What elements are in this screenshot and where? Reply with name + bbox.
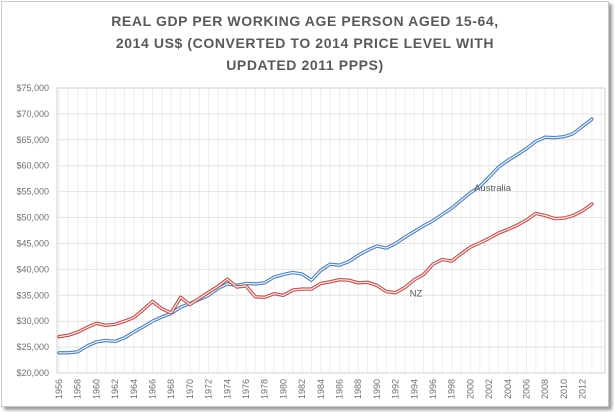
svg-text:$25,000: $25,000 (16, 342, 49, 352)
svg-text:$35,000: $35,000 (16, 290, 49, 300)
svg-text:1956: 1956 (54, 379, 64, 399)
series-label-nz: NZ (410, 288, 423, 299)
svg-text:1974: 1974 (222, 379, 232, 399)
svg-text:1970: 1970 (185, 379, 195, 399)
svg-text:$30,000: $30,000 (16, 316, 49, 326)
svg-text:$20,000: $20,000 (16, 368, 49, 378)
svg-text:$50,000: $50,000 (16, 213, 49, 223)
series-nz: NZ (57, 202, 594, 339)
series-australia: Australia (57, 117, 594, 355)
plot-border (56, 87, 606, 374)
svg-text:2008: 2008 (540, 379, 550, 399)
svg-text:1992: 1992 (391, 379, 401, 399)
vertical-gridlines (58, 88, 602, 373)
svg-text:1964: 1964 (129, 379, 139, 399)
svg-text:1990: 1990 (372, 379, 382, 399)
series-nz-line (57, 202, 594, 339)
svg-text:1998: 1998 (447, 379, 457, 399)
svg-text:$75,000: $75,000 (16, 83, 49, 93)
series-label-australia: Australia (474, 183, 512, 194)
svg-text:1960: 1960 (91, 379, 101, 399)
chart-title-line-1: REAL GDP PER WORKING AGE PERSON AGED 15-… (111, 13, 499, 29)
svg-text:$55,000: $55,000 (16, 187, 49, 197)
svg-text:$70,000: $70,000 (16, 109, 49, 119)
x-axis-labels: 1956 1958 1960 1962 1964 1966 1968 1970 1972 1974… (54, 379, 588, 399)
svg-text:1966: 1966 (148, 379, 158, 399)
svg-text:1984: 1984 (316, 379, 326, 399)
svg-text:1958: 1958 (73, 379, 83, 399)
chart-title-line-3: UPDATED 2011 PPPS) (226, 57, 384, 73)
svg-text:$60,000: $60,000 (16, 161, 49, 171)
svg-text:$45,000: $45,000 (16, 239, 49, 249)
y-axis-labels: $75,000 $70,000 $65,000 $60,000 $55,000 $50,0… (16, 83, 49, 378)
svg-text:1996: 1996 (428, 379, 438, 399)
svg-text:2000: 2000 (465, 379, 475, 399)
svg-text:1980: 1980 (278, 379, 288, 399)
chart-container: REAL GDP PER WORKING AGE PERSON AGED 15-… (1, 1, 609, 407)
svg-text:1978: 1978 (260, 379, 270, 399)
svg-text:$65,000: $65,000 (16, 135, 49, 145)
svg-text:2006: 2006 (522, 379, 532, 399)
svg-text:1982: 1982 (297, 379, 307, 399)
svg-text:2012: 2012 (578, 379, 588, 399)
svg-text:1972: 1972 (204, 379, 214, 399)
svg-text:1976: 1976 (241, 379, 251, 399)
svg-text:1986: 1986 (335, 379, 345, 399)
series-australia-line (57, 117, 594, 355)
svg-text:$40,000: $40,000 (16, 264, 49, 274)
svg-text:2010: 2010 (559, 379, 569, 399)
svg-text:2004: 2004 (503, 379, 513, 399)
svg-text:2002: 2002 (484, 379, 494, 399)
chart-title-line-2: 2014 US$ (CONVERTED TO 2014 PRICE LEVEL … (115, 35, 495, 51)
svg-text:1968: 1968 (166, 379, 176, 399)
gdp-line-chart: $75,000 $70,000 $65,000 $60,000 $55,000 $50,0… (16, 83, 606, 399)
svg-text:1988: 1988 (353, 379, 363, 399)
svg-text:1962: 1962 (110, 379, 120, 399)
svg-text:1994: 1994 (409, 379, 419, 399)
chart-title: REAL GDP PER WORKING AGE PERSON AGED 15-… (2, 10, 608, 76)
